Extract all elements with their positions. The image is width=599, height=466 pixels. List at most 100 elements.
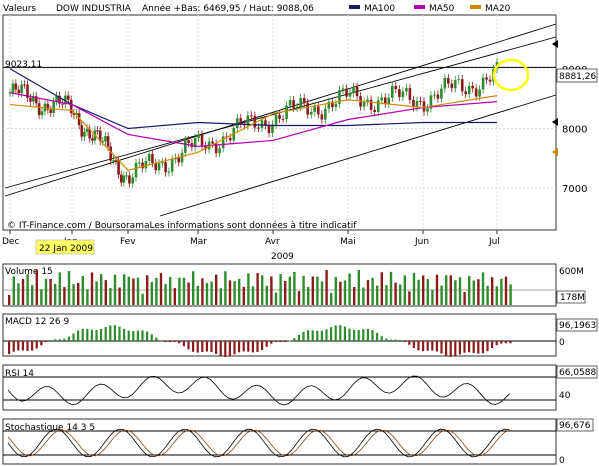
candle-body xyxy=(412,99,415,108)
macd-bar xyxy=(35,341,38,349)
volume-bar xyxy=(40,289,43,305)
macd-bar xyxy=(486,341,489,352)
header-stats: Année +Bas: 6469,95 / Haut: 9088,06 xyxy=(142,3,314,14)
macd-bar xyxy=(440,341,443,354)
volume-bar xyxy=(8,295,11,305)
date-tick-label: Fev xyxy=(120,237,136,247)
candle-body xyxy=(408,88,412,100)
macd-bar xyxy=(445,341,448,356)
candle-body xyxy=(157,163,161,171)
candle-body xyxy=(177,157,181,163)
candle-body xyxy=(405,88,408,92)
volume-panel: Volume 15 600M 178M xyxy=(2,263,586,307)
macd-bar xyxy=(17,341,20,351)
volume-tick-600m: 600M xyxy=(559,267,584,277)
macd-bar xyxy=(58,339,61,341)
volume-bar xyxy=(435,274,439,305)
macd-bar xyxy=(256,341,259,352)
candle-body xyxy=(101,141,105,143)
macd-bar xyxy=(353,329,356,341)
candle-body xyxy=(348,93,352,97)
candle-body xyxy=(235,118,239,128)
macd-bar xyxy=(242,341,245,352)
volume-bar xyxy=(431,289,434,305)
macd-bar xyxy=(205,341,208,352)
legend-ma50: MA50 xyxy=(429,4,455,14)
macd-bar xyxy=(495,341,498,346)
date-tick-label: Jul xyxy=(488,237,500,247)
macd-bar xyxy=(247,341,250,352)
macd-bar xyxy=(215,341,218,354)
macd-bar xyxy=(376,332,379,341)
macd-bar xyxy=(127,330,130,341)
macd-bar xyxy=(454,341,457,357)
volume-bar xyxy=(343,280,347,305)
macd-bar xyxy=(238,341,241,353)
candle-body xyxy=(83,131,86,137)
macd-bar xyxy=(100,328,103,341)
candle-body xyxy=(338,90,341,104)
candle-body xyxy=(295,106,299,108)
candle-body xyxy=(69,99,73,114)
macd-bar xyxy=(173,341,176,342)
macd-bar xyxy=(320,330,323,341)
candle-body xyxy=(37,103,41,116)
candle-body xyxy=(345,88,348,97)
volume-bar xyxy=(201,278,204,305)
candle-body xyxy=(11,83,15,93)
macd-bar xyxy=(72,333,75,341)
ma100-swatch xyxy=(349,5,360,9)
candle-body xyxy=(17,89,21,94)
macd-bar xyxy=(12,341,15,352)
volume-bar xyxy=(320,281,324,305)
volume-bar xyxy=(376,285,379,305)
macd-bar xyxy=(449,341,452,357)
macd-bar xyxy=(90,329,93,341)
macd-bar xyxy=(389,339,392,341)
macd-bar xyxy=(123,328,126,341)
candle-body xyxy=(341,88,345,91)
candle-body xyxy=(285,105,288,120)
volume-bar xyxy=(481,272,485,305)
volume-bar xyxy=(366,280,370,305)
candle-body xyxy=(128,175,131,184)
price-tick-label: 7000 xyxy=(562,184,587,195)
candle-body xyxy=(151,154,154,164)
candle-body xyxy=(422,101,426,112)
volume-bar xyxy=(325,270,328,305)
macd-bar xyxy=(228,341,231,357)
macd-bar xyxy=(408,341,411,345)
volume-bar xyxy=(422,275,425,305)
highlight-circle xyxy=(492,58,530,92)
last-price-value: 8881,26 xyxy=(559,72,596,82)
candle-body xyxy=(306,102,310,115)
volume-bar xyxy=(86,289,89,305)
macd-bar xyxy=(31,341,34,351)
macd-bar xyxy=(155,337,158,341)
volume-bar xyxy=(21,279,25,305)
macd-bar xyxy=(104,327,107,341)
macd-bar xyxy=(399,340,402,342)
stochastic-last: 96,676 xyxy=(559,421,591,431)
candle-body xyxy=(453,80,457,89)
highlight-date: 22 Jan 2009 xyxy=(39,244,93,254)
volume-bar xyxy=(141,293,144,305)
macd-bar xyxy=(187,341,190,350)
candle-body xyxy=(61,103,64,105)
stochastic-panel: Stochastique 14 3 5 96,676 0 xyxy=(2,418,594,466)
volume-bar xyxy=(169,277,172,305)
macd-bar xyxy=(380,336,383,341)
volume-bar xyxy=(109,288,112,305)
macd-bar xyxy=(67,336,70,341)
macd-bar xyxy=(169,341,172,342)
volume-bar xyxy=(67,271,71,305)
volume-title: Volume 15 xyxy=(5,267,53,277)
macd-bar xyxy=(49,340,52,342)
macd-bar xyxy=(274,341,277,342)
macd-bar xyxy=(339,325,342,341)
volume-bar xyxy=(279,274,282,305)
candle-body xyxy=(147,154,151,162)
candle-body xyxy=(122,175,126,183)
candle-body xyxy=(72,113,76,115)
volume-bar xyxy=(408,291,411,305)
